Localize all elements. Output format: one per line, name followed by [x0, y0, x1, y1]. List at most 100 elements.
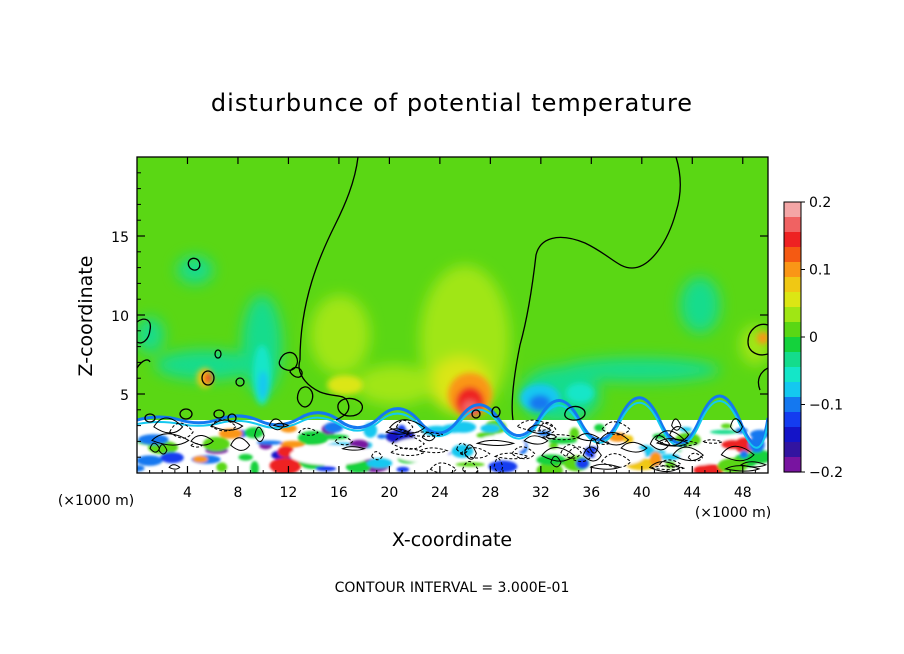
turbulence-cell: [739, 450, 749, 458]
boundary-contour: [720, 445, 755, 462]
contour-lines: [137, 157, 768, 423]
boundary-contour: [511, 446, 536, 460]
boundary-contour: [493, 452, 530, 460]
colorbar-cell: [784, 277, 801, 293]
boundary-contour: [493, 457, 504, 473]
colorbar-cell: [784, 322, 801, 338]
contour-loop: [289, 366, 303, 378]
contour-loop: [214, 349, 222, 359]
zero-contour: [137, 318, 151, 344]
boundary-contour: [654, 430, 685, 446]
turbulence-cell: [451, 444, 474, 458]
boundary-contour: [540, 434, 581, 441]
turbulence-cell: [192, 455, 208, 463]
turbulence-cell: [160, 452, 184, 464]
boundary-contour: [189, 442, 203, 448]
contour-loop: [179, 408, 193, 420]
colorbar-cell: [784, 412, 801, 428]
boundary-contour: [701, 439, 724, 444]
colorbar-cell: [784, 292, 801, 308]
y-axis: 5 10 15: [111, 172, 768, 458]
contour-interval-note: CONTOUR INTERVAL = 3.000E-01: [335, 580, 570, 596]
zero-contour: [747, 323, 768, 356]
contour-loop: [471, 409, 481, 419]
anomaly-region: [757, 332, 768, 344]
boundary-contour: [672, 446, 704, 461]
boundary-contour: [671, 418, 682, 431]
colorbar-cell: [784, 367, 801, 383]
neutral-patch: [290, 445, 370, 465]
boundary-contour: [298, 427, 319, 436]
boundary-contour: [588, 437, 599, 454]
x-tick-label: 40: [633, 485, 651, 501]
x-tick-label: 20: [380, 485, 398, 501]
boundary-layer: [137, 394, 768, 473]
colorbar-tick-label: 0.2: [809, 195, 831, 211]
contour-loop: [337, 397, 364, 417]
anomaly-region: [355, 365, 435, 405]
turbulence-cell: [238, 453, 253, 461]
x-tick-label: 32: [532, 485, 550, 501]
zero-contour: [299, 157, 359, 361]
boundary-contour: [370, 451, 383, 461]
boundary-contour: [648, 461, 681, 473]
colorbar-cell: [784, 307, 801, 323]
anomaly-region: [327, 375, 363, 395]
neutral-patch: [680, 445, 720, 465]
turbulence-cell: [594, 423, 605, 432]
boundary-contour: [566, 446, 593, 462]
x-unit-left: (×1000 m): [58, 493, 134, 509]
anomaly-region: [137, 317, 164, 353]
boundary-contour: [560, 444, 582, 459]
colorbar-cell: [784, 382, 801, 398]
boundary-contour: [550, 455, 562, 468]
anomaly-region: [155, 350, 255, 380]
colorbar-cell: [784, 442, 801, 458]
anomaly-region: [740, 325, 768, 365]
anomaly-region: [680, 277, 720, 333]
boundary-contour: [169, 422, 194, 439]
x-tick-label: 44: [683, 485, 701, 501]
anomaly-region: [310, 295, 370, 375]
turbulence-cell: [297, 430, 329, 446]
boundary-contour: [526, 424, 552, 435]
anomaly-region: [529, 395, 551, 411]
boundary-contour: [669, 426, 690, 441]
neutral-patch: [390, 438, 450, 462]
contour-loop: [296, 386, 314, 408]
anomaly-region: [560, 358, 720, 382]
colorbar: 0.2 0.1 0 −0.1 −0.2: [783, 195, 843, 481]
colorbar-cell: [784, 427, 801, 443]
boundary-contour: [341, 446, 366, 451]
colorbar-cell: [784, 337, 801, 353]
colorbar-cell: [784, 262, 801, 278]
boundary-contour: [620, 441, 648, 453]
boundary-contours: [149, 417, 768, 473]
colorbar-tick-label: 0.1: [809, 263, 831, 279]
boundary-contour: [523, 435, 549, 445]
anomaly-region: [258, 371, 268, 399]
x-tick-label: 24: [431, 485, 449, 501]
y-tick-label: 5: [120, 388, 129, 404]
contour-loop: [235, 377, 245, 387]
boundary-contour: [334, 436, 354, 446]
turbulence-cell: [137, 455, 163, 466]
boundary-contour: [459, 447, 491, 459]
zero-contour: [298, 359, 350, 421]
anomaly-region: [566, 383, 594, 403]
boundary-contour: [153, 417, 184, 434]
boundary-contour: [658, 459, 682, 468]
colorbar-cell: [784, 247, 801, 263]
colorbar-cell: [784, 217, 801, 233]
boundary-contour: [576, 433, 600, 442]
turbulence-cell: [321, 434, 349, 440]
x-tick-label: 8: [233, 485, 242, 501]
turbulence-cell: [269, 457, 302, 473]
boundary-contour: [149, 442, 161, 453]
turbulence-cell: [250, 461, 259, 473]
turbulence-cell: [709, 429, 738, 435]
boundary-contour: [391, 435, 425, 450]
turbulence-cell: [345, 460, 371, 473]
x-tick-label: 48: [734, 485, 752, 501]
